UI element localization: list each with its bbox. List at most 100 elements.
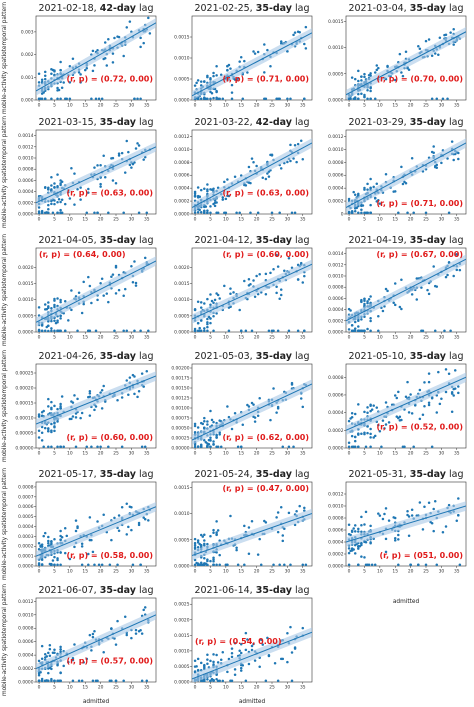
data-point bbox=[48, 654, 52, 657]
data-point bbox=[199, 543, 203, 547]
x-tick-label: 20 bbox=[98, 217, 104, 223]
data-point bbox=[47, 301, 50, 304]
data-point bbox=[353, 327, 357, 330]
x-tick-label: 5 bbox=[363, 103, 366, 109]
data-point bbox=[40, 543, 44, 546]
data-point bbox=[67, 660, 70, 664]
data-point bbox=[397, 538, 400, 541]
data-point bbox=[83, 68, 87, 72]
data-point bbox=[203, 80, 206, 83]
data-point bbox=[377, 66, 380, 70]
data-point bbox=[74, 416, 78, 419]
data-point bbox=[199, 306, 203, 309]
data-point bbox=[40, 92, 44, 95]
data-point bbox=[206, 420, 209, 423]
x-tick-label: 10 bbox=[377, 103, 383, 109]
data-point bbox=[230, 655, 234, 659]
y-tick-label: 0.0010 bbox=[18, 297, 34, 303]
data-point bbox=[444, 368, 448, 371]
data-point bbox=[96, 445, 99, 448]
data-point bbox=[133, 375, 136, 378]
data-point bbox=[432, 145, 435, 148]
data-point bbox=[91, 550, 95, 554]
y-tick-label: 0.0000 bbox=[174, 212, 190, 218]
data-point bbox=[243, 59, 246, 63]
data-point bbox=[77, 71, 81, 74]
data-point bbox=[102, 384, 105, 388]
data-point bbox=[59, 329, 62, 332]
data-point bbox=[117, 514, 121, 517]
data-point bbox=[209, 90, 212, 94]
data-point bbox=[76, 525, 79, 528]
data-point bbox=[244, 329, 248, 332]
data-point bbox=[142, 516, 145, 519]
data-point bbox=[212, 663, 215, 666]
data-point bbox=[303, 509, 306, 512]
data-point bbox=[366, 563, 369, 566]
data-point bbox=[53, 404, 56, 408]
data-point bbox=[278, 297, 281, 301]
data-point bbox=[93, 64, 96, 67]
data-point bbox=[400, 165, 403, 169]
data-point bbox=[134, 147, 138, 150]
y-tick-label: 0.0010 bbox=[174, 648, 190, 654]
data-point bbox=[360, 432, 363, 435]
data-point bbox=[91, 635, 95, 639]
data-point bbox=[350, 529, 354, 533]
x-tick-label: 35 bbox=[300, 451, 306, 457]
data-point bbox=[452, 43, 455, 46]
data-point bbox=[140, 679, 144, 682]
data-point bbox=[267, 654, 271, 658]
data-point bbox=[59, 60, 62, 64]
data-point bbox=[303, 506, 306, 510]
y-tick-label: 0.0002 bbox=[18, 544, 34, 550]
data-point bbox=[276, 405, 280, 409]
data-point bbox=[430, 397, 434, 400]
subplot-2021-06-07: 2021-06-07, 35-day lag 0 5 10 15 20 25 30 35 0.00… bbox=[2, 584, 157, 696]
y-tick-label: 0.0015 bbox=[174, 281, 190, 287]
data-point bbox=[360, 530, 363, 534]
data-point bbox=[209, 321, 212, 325]
data-point bbox=[139, 329, 142, 332]
data-point bbox=[304, 563, 308, 566]
y-tick-label: 0.0000 bbox=[18, 680, 34, 686]
data-point bbox=[226, 405, 229, 408]
data-point bbox=[120, 506, 124, 509]
x-tick-label: 30 bbox=[285, 569, 291, 575]
data-point bbox=[215, 64, 218, 68]
data-point bbox=[56, 297, 59, 300]
x-tick-label: 10 bbox=[223, 217, 229, 223]
subplot-title: 2021-05-24, 35-day lag bbox=[194, 469, 309, 480]
data-point bbox=[193, 329, 197, 332]
data-point bbox=[87, 552, 90, 556]
data-point bbox=[360, 211, 363, 214]
data-point bbox=[373, 563, 377, 566]
data-point bbox=[243, 563, 246, 566]
data-point bbox=[201, 535, 205, 538]
data-point bbox=[264, 293, 268, 296]
y-tick-label: 0.00010 bbox=[15, 416, 33, 422]
data-point bbox=[384, 423, 388, 426]
x-tick-label: 10 bbox=[377, 335, 383, 341]
data-point bbox=[199, 301, 203, 304]
data-point bbox=[301, 281, 305, 284]
data-point bbox=[352, 527, 355, 530]
data-point bbox=[289, 563, 292, 566]
data-point bbox=[299, 139, 303, 143]
x-axis-label: admitted bbox=[239, 699, 266, 705]
data-point bbox=[276, 679, 280, 682]
data-point bbox=[40, 439, 44, 442]
data-point bbox=[59, 529, 62, 533]
data-point bbox=[296, 329, 300, 332]
data-point bbox=[193, 659, 197, 662]
data-point bbox=[378, 429, 382, 433]
data-point bbox=[62, 445, 65, 448]
data-point bbox=[82, 280, 85, 284]
data-point bbox=[256, 211, 260, 214]
point-cloud bbox=[346, 368, 466, 448]
x-tick-label: 0 bbox=[38, 451, 41, 457]
y-tick-label: 0.0012 bbox=[18, 144, 34, 150]
data-point bbox=[226, 69, 229, 72]
data-point bbox=[47, 539, 50, 543]
data-point bbox=[432, 151, 435, 155]
